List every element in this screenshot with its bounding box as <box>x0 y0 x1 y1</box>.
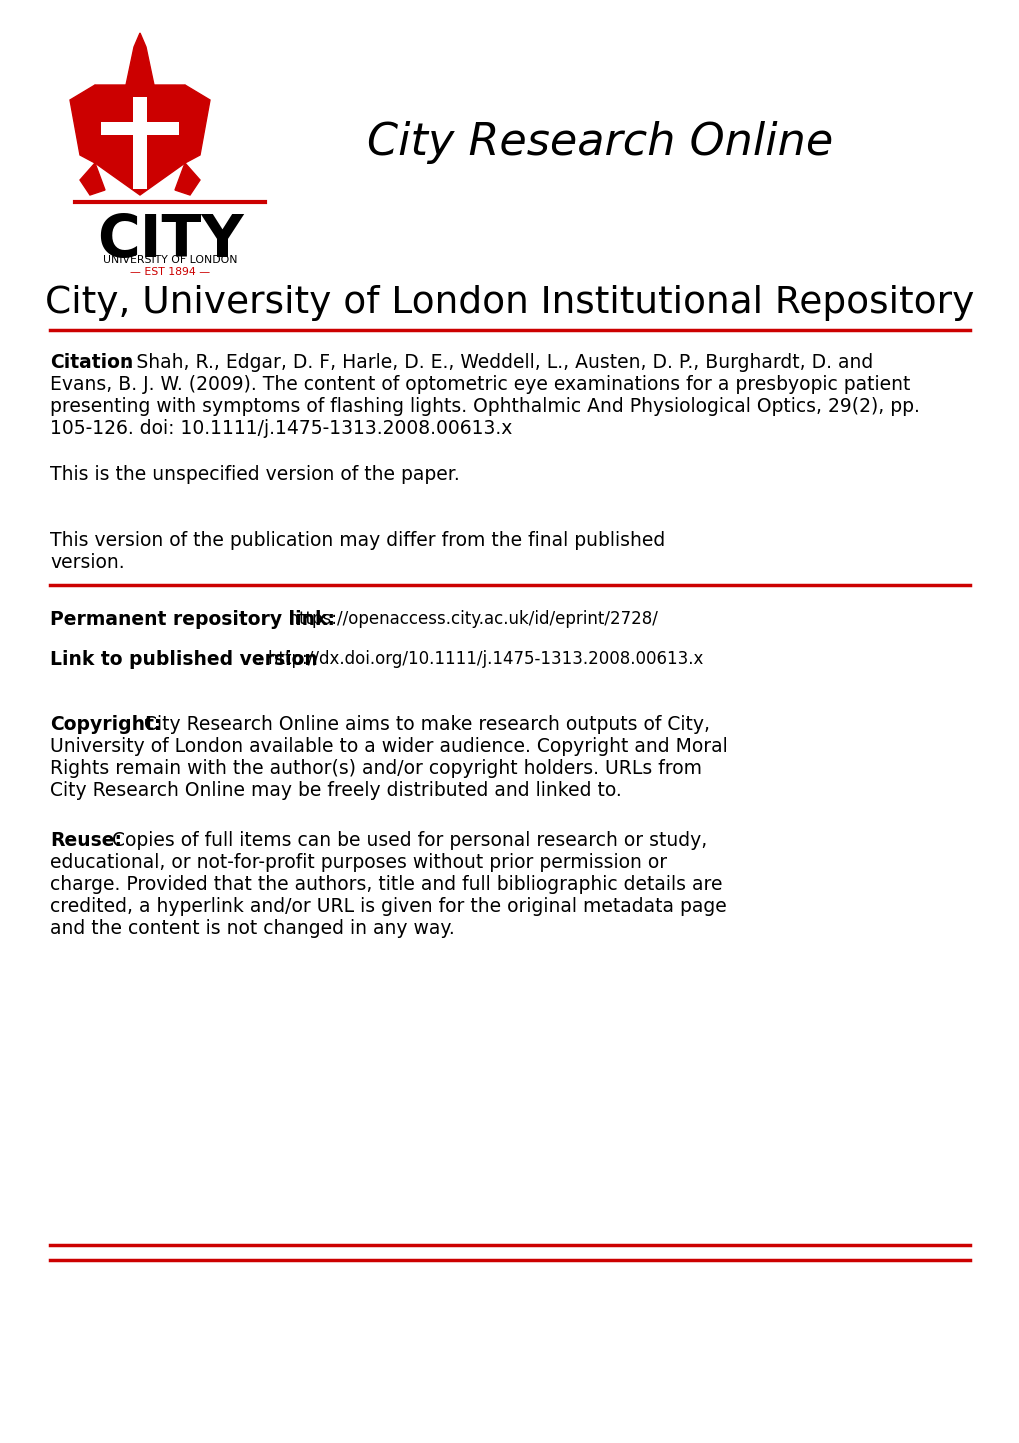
Text: : Shah, R., Edgar, D. F, Harle, D. E., Weddell, L., Austen, D. P., Burghardt, D.: : Shah, R., Edgar, D. F, Harle, D. E., W… <box>124 354 872 372</box>
Text: credited, a hyperlink and/or URL is given for the original metadata page: credited, a hyperlink and/or URL is give… <box>50 898 727 916</box>
Text: version.: version. <box>50 553 124 571</box>
Text: University of London available to a wider audience. Copyright and Moral: University of London available to a wide… <box>50 737 727 756</box>
Text: This version of the publication may differ from the final published: This version of the publication may diff… <box>50 531 664 550</box>
Text: and the content is not changed in any way.: and the content is not changed in any wa… <box>50 919 454 938</box>
Text: Copies of full items can be used for personal research or study,: Copies of full items can be used for per… <box>106 831 706 850</box>
Bar <box>132 97 147 189</box>
Text: charge. Provided that the authors, title and full bibliographic details are: charge. Provided that the authors, title… <box>50 874 721 895</box>
Text: Citation: Citation <box>50 354 133 372</box>
Text: educational, or not-for-profit purposes without prior permission or: educational, or not-for-profit purposes … <box>50 853 666 872</box>
Text: Evans, B. J. W. (2009). The content of optometric eye examinations for a presbyo: Evans, B. J. W. (2009). The content of o… <box>50 375 910 394</box>
Polygon shape <box>126 33 154 85</box>
Polygon shape <box>184 85 210 163</box>
Text: Permanent repository link:: Permanent repository link: <box>50 610 334 629</box>
Text: https://openaccess.city.ac.uk/id/eprint/2728/: https://openaccess.city.ac.uk/id/eprint/… <box>278 610 657 628</box>
Polygon shape <box>95 85 184 195</box>
Text: This is the unspecified version of the paper.: This is the unspecified version of the p… <box>50 465 460 483</box>
Text: City Research Online may be freely distributed and linked to.: City Research Online may be freely distr… <box>50 781 622 799</box>
Bar <box>101 123 178 136</box>
Text: presenting with symptoms of flashing lights. Ophthalmic And Physiological Optics: presenting with symptoms of flashing lig… <box>50 397 919 416</box>
Text: City Research Online: City Research Online <box>367 121 833 165</box>
Text: Link to published version: Link to published version <box>50 649 318 670</box>
Text: : http://dx.doi.org/10.1111/j.1475-1313.2008.00613.x: : http://dx.doi.org/10.1111/j.1475-1313.… <box>257 649 703 668</box>
Text: Rights remain with the author(s) and/or copyright holders. URLs from: Rights remain with the author(s) and/or … <box>50 759 701 778</box>
Text: — EST 1894 —: — EST 1894 — <box>129 267 210 277</box>
Polygon shape <box>175 163 200 195</box>
Polygon shape <box>79 163 105 195</box>
Text: Reuse:: Reuse: <box>50 831 122 850</box>
Text: Copyright:: Copyright: <box>50 714 161 734</box>
Text: CITY: CITY <box>97 212 244 268</box>
Text: 105-126. doi: 10.1111/j.1475-1313.2008.00613.x: 105-126. doi: 10.1111/j.1475-1313.2008.0… <box>50 418 512 439</box>
Text: City, University of London Institutional Repository: City, University of London Institutional… <box>45 286 974 320</box>
Polygon shape <box>70 85 95 163</box>
Text: UNIVERSITY OF LONDON: UNIVERSITY OF LONDON <box>103 255 237 266</box>
Text: City Research Online aims to make research outputs of City,: City Research Online aims to make resear… <box>138 714 709 734</box>
